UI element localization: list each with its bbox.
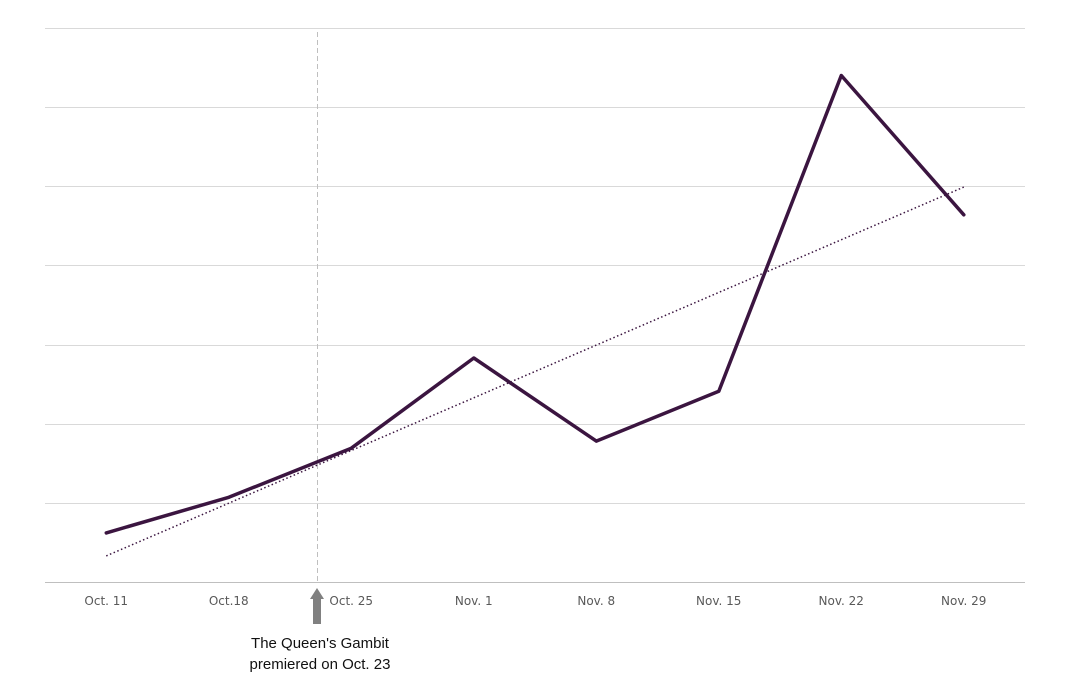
x-tick-label: Nov. 29 [941, 594, 986, 608]
up-arrow-icon [310, 588, 324, 624]
x-tick-label: Nov. 1 [455, 594, 493, 608]
x-tick-label: Nov. 22 [819, 594, 864, 608]
data-point [962, 213, 966, 217]
series-line [104, 73, 966, 535]
series [104, 73, 966, 535]
x-tick-label: Oct. 11 [84, 594, 128, 608]
grid [45, 28, 1025, 583]
annotation-line-2: premiered on Oct. 23 [250, 656, 391, 673]
annotation: The Queen's Gambit premiered on Oct. 23 [250, 588, 391, 673]
data-point [349, 446, 353, 450]
data-point [717, 389, 721, 393]
data-point [472, 356, 476, 360]
x-tick-label: Nov. 15 [696, 594, 741, 608]
trendline-line [105, 186, 965, 557]
trendline [105, 186, 965, 557]
x-tick-label: Nov. 8 [577, 594, 615, 608]
data-point [104, 531, 108, 535]
data-point [839, 73, 843, 77]
x-tick-label: Oct.18 [209, 594, 249, 608]
data-point [227, 495, 231, 499]
x-axis-labels: Oct. 11 Oct.18 Oct. 25 Nov. 1 Nov. 8 Nov. 15 N… [84, 594, 986, 608]
x-tick-label: Oct. 25 [329, 594, 373, 608]
annotation-line-1: The Queen's Gambit [251, 635, 390, 652]
data-point [594, 439, 598, 443]
